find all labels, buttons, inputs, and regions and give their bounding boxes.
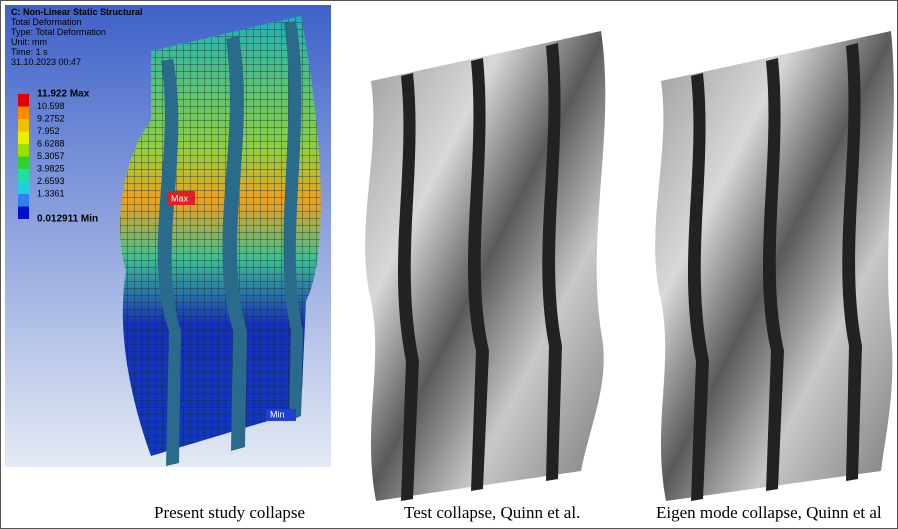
figure: Max Min 11.922 Max10.598 9.2752 7.952 6.628… [0,0,898,529]
legend-label: 2.6593 [37,176,65,186]
legend-swatch [18,144,29,157]
legend-label: 10.598 [37,101,65,111]
test-model [365,31,605,501]
header-line: Type: Total Deformation [11,27,143,37]
legend-label: 11.922 Max [37,89,90,100]
caption: Test collapse, Quinn et al. [404,503,580,523]
legend-swatch [18,157,29,170]
legend-label: 6.6288 [37,138,65,148]
header-line: Total Deformation [11,17,143,27]
eigen-model [655,31,894,501]
result-header: C: Non-Linear Static Structural Total De… [11,7,143,67]
legend-swatch [18,182,29,195]
header-line: Time: 1 s [11,47,143,57]
legend-label: 0.012911 Min [37,214,98,225]
legend-swatch [18,94,29,107]
result-title: C: Non-Linear Static Structural [11,7,143,17]
legend-swatch [18,119,29,132]
legend-swatch [18,107,29,120]
probe-max: Max [171,193,189,203]
legend-label: 1.3361 [37,188,65,198]
legend-label: 7.952 [37,126,60,136]
caption: Eigen mode collapse, Quinn et al [656,503,882,523]
legend-swatch [18,207,29,220]
header-line: 31.10.2023 00:47 [11,57,143,67]
legend-label: 3.9825 [37,163,65,173]
probe-min: Min [270,409,285,419]
figure-graphics: Max Min 11.922 Max10.598 9.2752 7.952 6.628… [1,1,897,528]
legend-swatch [18,132,29,145]
legend-swatches [18,94,29,219]
header-line: Unit: mm [11,37,143,47]
legend-label: 9.2752 [37,113,65,123]
legend-swatch [18,194,29,207]
caption: Present study collapse [154,503,305,523]
legend-label: 5.3057 [37,151,65,161]
legend-swatch [18,169,29,182]
